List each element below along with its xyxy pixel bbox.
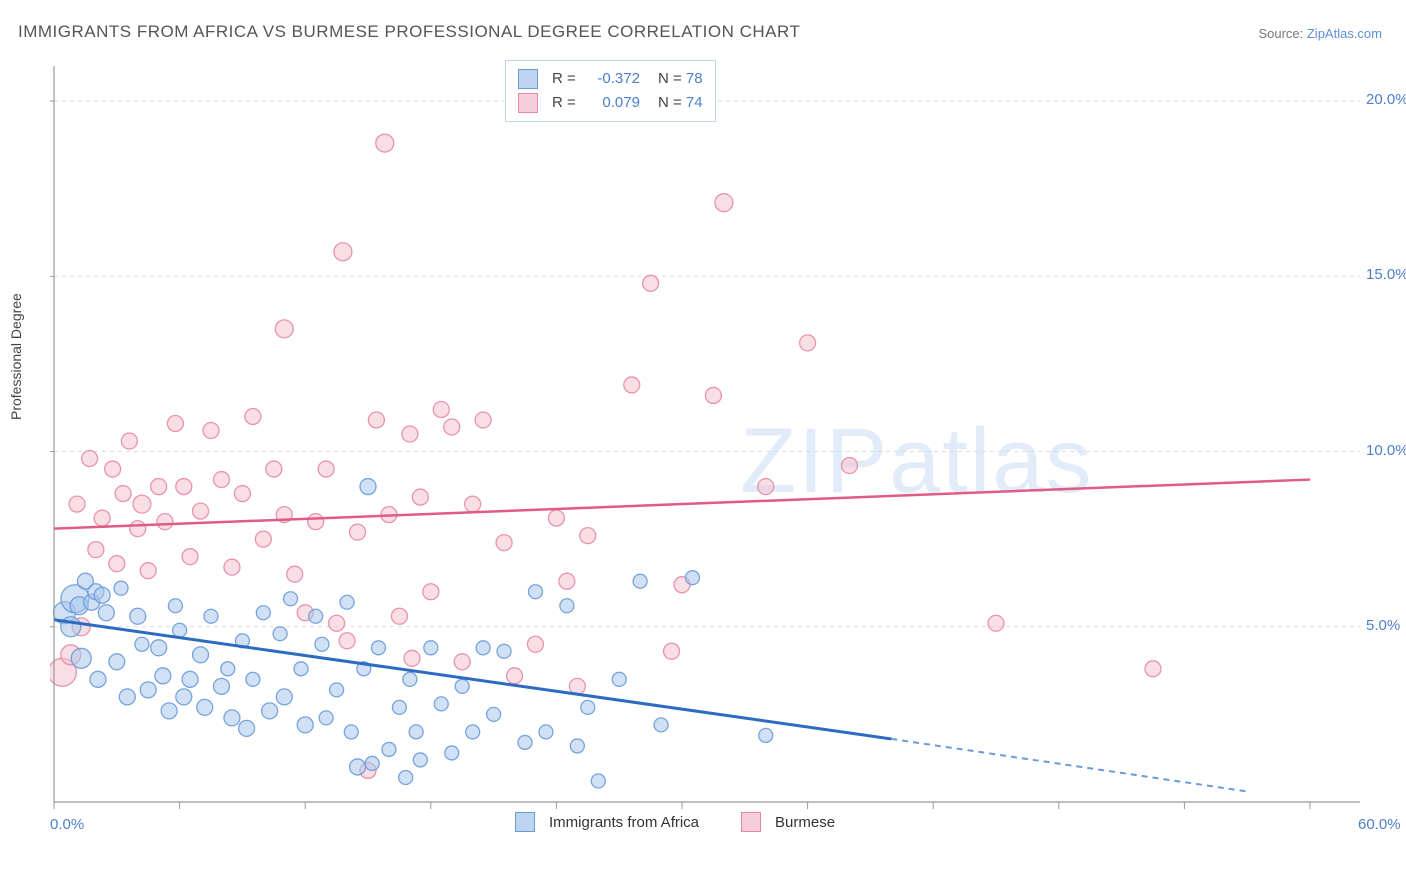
y-tick-label: 20.0% (1366, 91, 1406, 108)
watermark: ZIPatlas (740, 410, 1093, 512)
legend-swatch (741, 812, 761, 832)
source-label: Source: (1258, 26, 1306, 41)
legend-label: Immigrants from Africa (549, 814, 699, 831)
legend-stats: R = -0.372N = 78 (546, 67, 703, 91)
source-attribution: Source: ZipAtlas.com (1258, 26, 1382, 41)
chart-area: ZIPatlas (50, 62, 1370, 832)
legend-stats: R = 0.079N = 74 (546, 91, 703, 115)
y-tick-label: 10.0% (1366, 442, 1406, 459)
x-tick-label: 0.0% (50, 816, 84, 833)
legend-swatch (518, 69, 538, 89)
y-axis-label: Professional Degree (8, 293, 24, 420)
scatter-chart-svg: ZIPatlas (50, 62, 1370, 832)
y-tick-label: 15.0% (1366, 266, 1406, 283)
x-tick-label: 60.0% (1358, 816, 1401, 833)
correlation-legend: R = -0.372N = 78R = 0.079N = 74 (505, 60, 716, 122)
legend-swatch (518, 93, 538, 113)
y-tick-label: 5.0% (1366, 617, 1400, 634)
series-legend: Immigrants from Africa Burmese (515, 812, 863, 832)
legend-label: Burmese (775, 814, 835, 831)
source-link[interactable]: ZipAtlas.com (1307, 26, 1382, 41)
legend-swatch (515, 812, 535, 832)
chart-title: IMMIGRANTS FROM AFRICA VS BURMESE PROFES… (18, 22, 800, 42)
